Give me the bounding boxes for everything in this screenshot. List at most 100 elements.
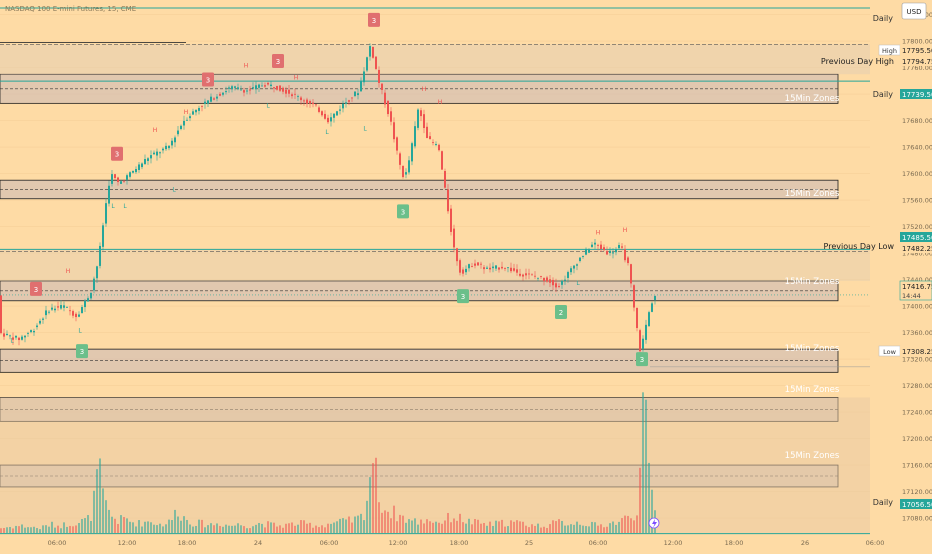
hl-marker: L — [111, 203, 115, 210]
volume-bar — [348, 516, 350, 533]
x-tick-label: 12:00 — [389, 539, 408, 547]
candle-body — [132, 170, 134, 173]
volume-bar — [330, 523, 332, 533]
volume-bar — [327, 523, 329, 533]
volume-bar — [18, 526, 20, 533]
signal-badge-label: 3 — [115, 151, 119, 159]
volume-bar — [279, 525, 281, 533]
volume-bar — [168, 519, 170, 533]
candle-body — [543, 277, 545, 282]
candle-body — [585, 248, 587, 255]
volume-bar — [264, 527, 266, 533]
volume-bar — [162, 526, 164, 533]
candle-body — [72, 311, 74, 316]
volume-bar — [249, 528, 251, 533]
candle-body — [501, 266, 503, 269]
candle-body — [633, 285, 635, 308]
volume-bar — [213, 525, 215, 533]
volume-bar — [642, 392, 644, 533]
candle-body — [303, 100, 305, 102]
volume-bar — [90, 520, 92, 533]
volume-bar — [72, 526, 74, 533]
volume-bar — [465, 523, 467, 533]
candle-body — [249, 89, 251, 91]
volume-bar — [183, 516, 185, 533]
volume-bar — [27, 527, 29, 533]
candle-body — [165, 145, 167, 150]
candle-body — [645, 324, 647, 340]
candle-body — [483, 267, 485, 270]
candle-body — [294, 93, 296, 95]
volume-bar — [645, 399, 647, 533]
candle-body — [363, 71, 365, 83]
previous-day-low-label: Previous Day Low — [824, 242, 895, 251]
volume-bar — [30, 527, 32, 533]
candle-body — [396, 137, 398, 151]
hl-marker: H — [294, 75, 299, 82]
volume-bar — [321, 525, 323, 533]
volume-bar — [525, 525, 527, 533]
volume-bar — [336, 521, 338, 533]
candle-body — [12, 337, 14, 340]
daily-bottom-price-tag: 17056.50 — [902, 501, 932, 509]
candle-body — [0, 295, 2, 334]
candle-body — [237, 87, 239, 90]
candle-body — [159, 152, 161, 154]
hl-marker: L — [363, 126, 367, 133]
volume-bar — [579, 524, 581, 533]
volume-bar — [636, 515, 638, 533]
candle-body — [171, 140, 173, 146]
candle-body — [552, 279, 554, 286]
candle-body — [318, 107, 320, 112]
candle-body — [180, 125, 182, 130]
volume-bar — [129, 521, 131, 533]
signal-badge-label: 3 — [276, 58, 280, 66]
candle-body — [219, 93, 221, 96]
hl-marker: L — [576, 280, 580, 287]
volume-bar — [561, 520, 563, 533]
candle-body — [228, 87, 230, 89]
volume-bar — [651, 489, 653, 533]
volume-bar — [492, 525, 494, 533]
candle-body — [525, 273, 527, 276]
volume-bar — [294, 525, 296, 533]
volume-bar — [345, 519, 347, 533]
candle-body — [57, 306, 59, 308]
y-tick-label: 17680.00 — [902, 117, 932, 125]
volume-bar — [450, 522, 452, 533]
candle-body — [513, 268, 515, 271]
signal-badge — [111, 146, 123, 161]
volume-bar — [180, 520, 182, 533]
candle-body — [282, 87, 284, 92]
candle-body — [192, 111, 194, 115]
candle-body — [480, 263, 482, 265]
levels-layer — [0, 7, 870, 535]
candle-body — [60, 305, 62, 309]
y-tick-label: 17280.00 — [902, 382, 932, 390]
candle-body — [375, 56, 377, 69]
candle-body — [615, 249, 617, 253]
hl-marker: H — [422, 86, 427, 93]
candle-body — [135, 169, 137, 173]
volume-bar — [594, 522, 596, 533]
candle-body — [81, 307, 83, 314]
x-tick-label: 26 — [801, 539, 809, 547]
candle-body — [450, 208, 452, 232]
candle-body — [540, 276, 542, 277]
currency-button-label: USD — [907, 8, 922, 16]
candle-body — [267, 82, 269, 85]
signal-badge — [76, 344, 88, 359]
volume-bar — [438, 522, 440, 533]
candle-body — [627, 257, 629, 264]
volume-bar — [231, 525, 233, 533]
candle-body — [96, 266, 98, 279]
volume-bar — [399, 514, 401, 533]
currency-button[interactable] — [901, 2, 927, 20]
candle-body — [549, 279, 551, 283]
candle-body — [99, 245, 101, 266]
signal-badge — [555, 305, 567, 320]
x-tick-label: 06:00 — [48, 539, 67, 547]
candle-body — [195, 109, 197, 113]
